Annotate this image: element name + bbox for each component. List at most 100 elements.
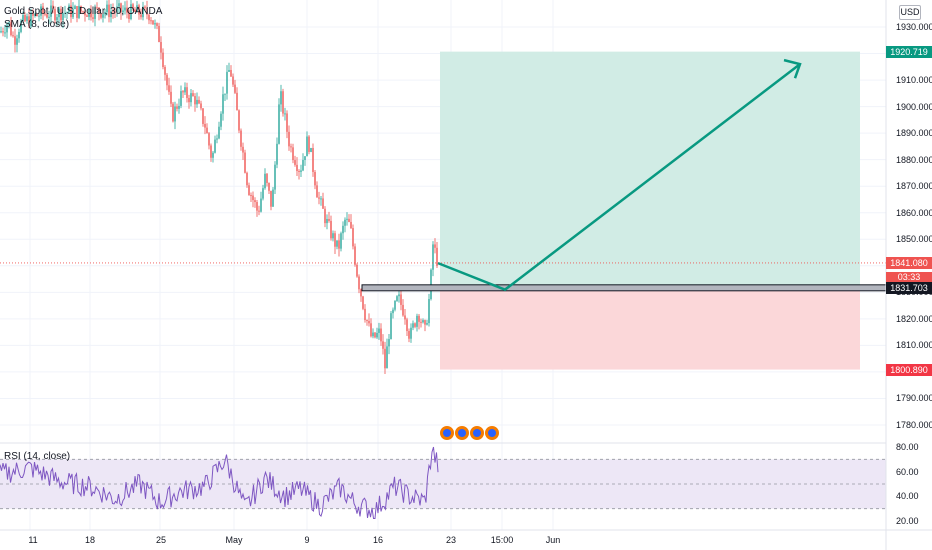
candle-body [180, 91, 182, 106]
symbol-title[interactable]: Gold Spot / U.S. Dollar, 30, OANDA [4, 6, 163, 17]
candle-body [388, 339, 390, 347]
candle-body [226, 71, 228, 94]
candle-body [196, 99, 198, 105]
candle-body [374, 332, 376, 338]
rsi-legend[interactable]: RSI (14, close) [4, 451, 71, 462]
candle-body [52, 5, 54, 9]
candle-body [92, 17, 94, 19]
candle-body [262, 188, 264, 199]
candle-body [100, 13, 102, 18]
candle-body [418, 315, 420, 322]
profit-zone[interactable] [440, 51, 860, 288]
candle-body [400, 294, 402, 305]
event-flag-icon[interactable] [485, 426, 499, 440]
candle-body [10, 22, 12, 36]
candle-body [328, 218, 330, 221]
currency-button[interactable]: USD [899, 5, 921, 20]
candle-body [368, 320, 370, 324]
candle-body [230, 69, 232, 77]
price-tick-label: 1870.000 [896, 181, 932, 192]
time-tick-label: 18 [84, 535, 96, 545]
candle-body [82, 11, 84, 13]
candle-body [238, 110, 240, 131]
sma-legend[interactable]: SMA (8, close) [4, 19, 70, 30]
candle-body [94, 7, 96, 19]
candle-body [264, 173, 266, 189]
candle-body [346, 218, 348, 220]
candle-body [376, 332, 378, 338]
candle-body [118, 3, 120, 7]
price-tick-label: 1930.000 [896, 22, 932, 32]
candle-body [42, 6, 44, 14]
candle-body [298, 171, 300, 173]
candle-body [432, 244, 434, 270]
candle-body [12, 35, 14, 37]
time-tick-label: 16 [372, 535, 384, 545]
candle-body [112, 11, 114, 13]
candle-body [240, 130, 242, 147]
candle-body [114, 11, 116, 13]
candle-body [140, 14, 142, 18]
price-tick-label: 1820.000 [896, 313, 932, 324]
candle-body [434, 244, 436, 248]
projection-path[interactable] [437, 63, 801, 292]
candle-body [128, 12, 130, 20]
event-flag-icon[interactable] [455, 426, 469, 440]
candle-body [162, 52, 164, 68]
candle-body [408, 331, 410, 339]
candle-body [396, 296, 398, 301]
candle-body [332, 233, 334, 239]
candle-body [268, 182, 270, 191]
candle-body [308, 136, 310, 152]
candle-body [170, 91, 172, 104]
candle-body [330, 220, 332, 239]
candle-body [188, 97, 190, 103]
candle-body [58, 8, 60, 18]
candle-body [56, 17, 58, 21]
candle-body [182, 91, 184, 93]
candle-body [324, 208, 326, 224]
candle-body [120, 3, 122, 13]
candle-body [176, 106, 178, 109]
candle-body [174, 106, 176, 122]
candle-body [102, 14, 104, 18]
candle-body [158, 25, 160, 43]
loss-zone[interactable] [440, 287, 860, 370]
candle-body [348, 218, 350, 222]
candle-body [312, 148, 314, 172]
candle-body [338, 240, 340, 249]
event-flag-icon[interactable] [470, 426, 484, 440]
candle-body [178, 105, 180, 109]
candle-body [6, 24, 8, 33]
candle-body [192, 93, 194, 97]
candle-body [316, 185, 318, 198]
candle-body [398, 294, 400, 297]
candle-body [300, 170, 302, 172]
candle-body [60, 8, 62, 21]
candle-body [204, 123, 206, 128]
candle-body [132, 4, 134, 10]
candle-body [186, 87, 188, 98]
projection-arrowhead [783, 58, 802, 79]
candle-body [304, 156, 306, 160]
candle-body [28, 16, 30, 27]
candle-body [354, 246, 356, 265]
candle-body [360, 289, 362, 297]
candle-body [394, 300, 396, 310]
candle-body [288, 131, 290, 147]
candle-body [108, 4, 110, 18]
candle-body [70, 5, 72, 18]
candle-body [220, 113, 222, 127]
candle-body [416, 315, 418, 327]
candle-body [278, 104, 280, 144]
candle-body [66, 12, 68, 14]
candle-body [184, 87, 186, 93]
candle-body [314, 171, 316, 186]
entry-level-box[interactable] [361, 284, 887, 292]
candle-body [136, 5, 138, 12]
price-tick-label: 1890.000 [896, 128, 932, 139]
candle-body [8, 22, 10, 25]
event-flag-icon[interactable] [440, 426, 454, 440]
candle-body [426, 323, 428, 325]
